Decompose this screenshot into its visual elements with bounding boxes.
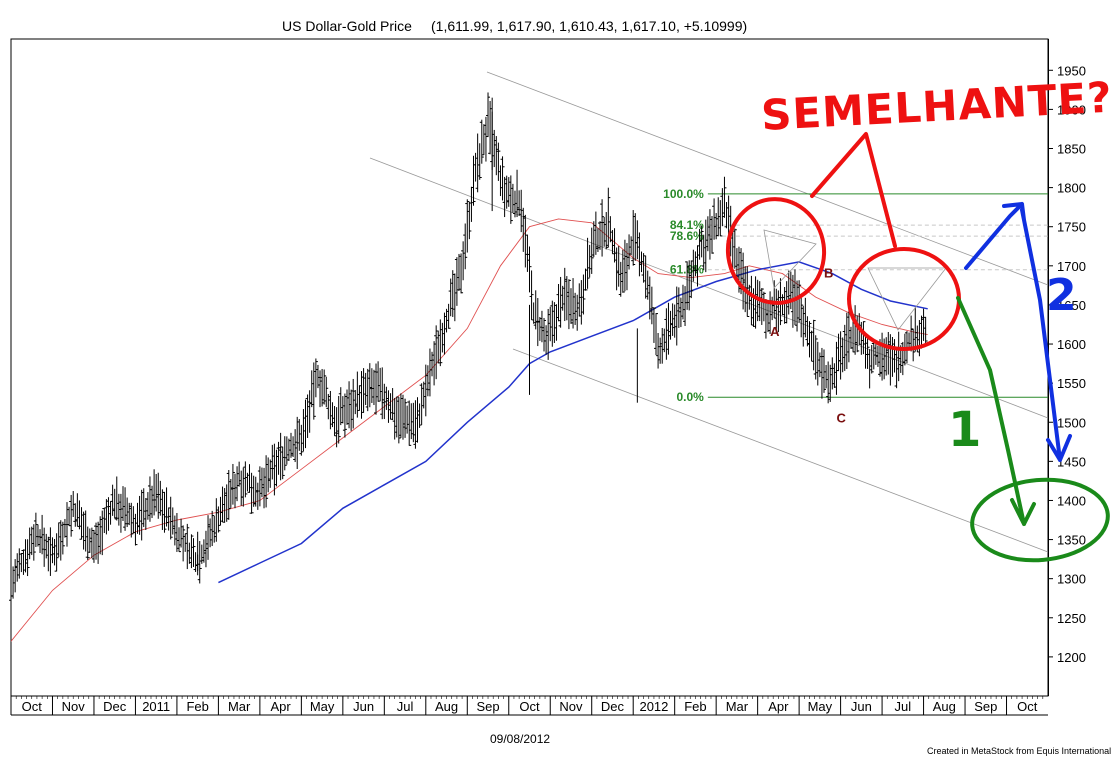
fib-level-label: 84.1%	[670, 218, 704, 232]
wave-label: B	[824, 266, 833, 281]
x-tick-label: Nov	[559, 699, 583, 714]
ma-fast-line	[10, 218, 928, 642]
x-tick-label: Oct	[519, 699, 540, 714]
credit-label: Created in MetaStock from Equis Internat…	[927, 746, 1111, 756]
x-tick-label: Oct	[1017, 699, 1038, 714]
annotation-pointer-lines	[810, 132, 897, 248]
y-tick-label: 1400	[1057, 493, 1086, 508]
annotation-green-circle	[970, 477, 1110, 563]
y-tick-label: 1800	[1057, 181, 1086, 196]
chart-title-values: (1,611.99, 1,617.90, 1,610.43, 1,617.10,…	[431, 18, 747, 34]
wave-label: C	[836, 410, 846, 425]
fib-level-label: 100.0%	[663, 187, 704, 201]
x-tick-label: Jun	[851, 699, 872, 714]
annotation-scenario-2: 2	[1046, 270, 1077, 321]
x-tick-label: 2012	[639, 699, 668, 714]
wave-label: A	[770, 324, 780, 339]
x-tick-label: 2011	[142, 699, 170, 714]
channel-line	[486, 71, 1049, 286]
date-label: 09/08/2012	[490, 732, 550, 746]
x-tick-label: Jul	[397, 699, 414, 714]
annotation-scenario-1: 1	[948, 402, 981, 458]
ma-slow-line	[218, 261, 928, 584]
y-tick-label: 1550	[1057, 376, 1086, 391]
x-tick-label: Sep	[974, 699, 997, 714]
x-tick-label: Oct	[22, 699, 43, 714]
y-tick-label: 1750	[1057, 220, 1086, 235]
x-tick-label: Jul	[895, 699, 912, 714]
annotation-blue-path	[964, 202, 1072, 462]
y-tick-label: 1850	[1057, 142, 1086, 157]
x-tick-label: Mar	[726, 699, 749, 714]
x-tick-label: May	[808, 699, 833, 714]
y-tick-label: 1250	[1057, 611, 1086, 626]
y-tick-label: 1350	[1057, 533, 1086, 548]
chart-title: US Dollar-Gold Price	[282, 18, 412, 34]
y-tick-label: 1950	[1057, 63, 1086, 78]
annotation-green-path	[956, 296, 1036, 526]
x-tick-label: Dec	[103, 699, 127, 714]
y-tick-label: 1700	[1057, 259, 1086, 274]
x-tick-label: Feb	[186, 699, 208, 714]
x-tick-label: May	[310, 699, 335, 714]
annotation-circle-left	[725, 197, 827, 305]
x-tick-label: Nov	[62, 699, 86, 714]
y-tick-label: 1600	[1057, 337, 1086, 352]
x-tick-label: Sep	[476, 699, 499, 714]
fib-level-label: 0.0%	[677, 390, 705, 404]
y-tick-label: 1900	[1057, 102, 1086, 117]
y-tick-label: 1300	[1057, 572, 1086, 587]
x-tick-label: Dec	[601, 699, 625, 714]
y-tick-label: 1450	[1057, 454, 1086, 469]
channel-line	[512, 348, 1049, 553]
triangle-pattern-2	[867, 267, 947, 331]
x-tick-label: Aug	[933, 699, 956, 714]
channel-line	[369, 157, 1049, 419]
x-tick-label: Jun	[353, 699, 374, 714]
x-tick-label: Apr	[768, 699, 789, 714]
x-tick-label: Aug	[435, 699, 458, 714]
y-tick-label: 1500	[1057, 415, 1086, 430]
triangle-pattern-1	[763, 229, 817, 289]
y-tick-label: 1200	[1057, 650, 1086, 665]
x-tick-label: Apr	[271, 699, 292, 714]
x-tick-label: Mar	[228, 699, 251, 714]
fib-level-label: 78.6%	[670, 229, 704, 243]
x-tick-label: Feb	[684, 699, 706, 714]
y-tick-label: 1650	[1057, 298, 1086, 313]
